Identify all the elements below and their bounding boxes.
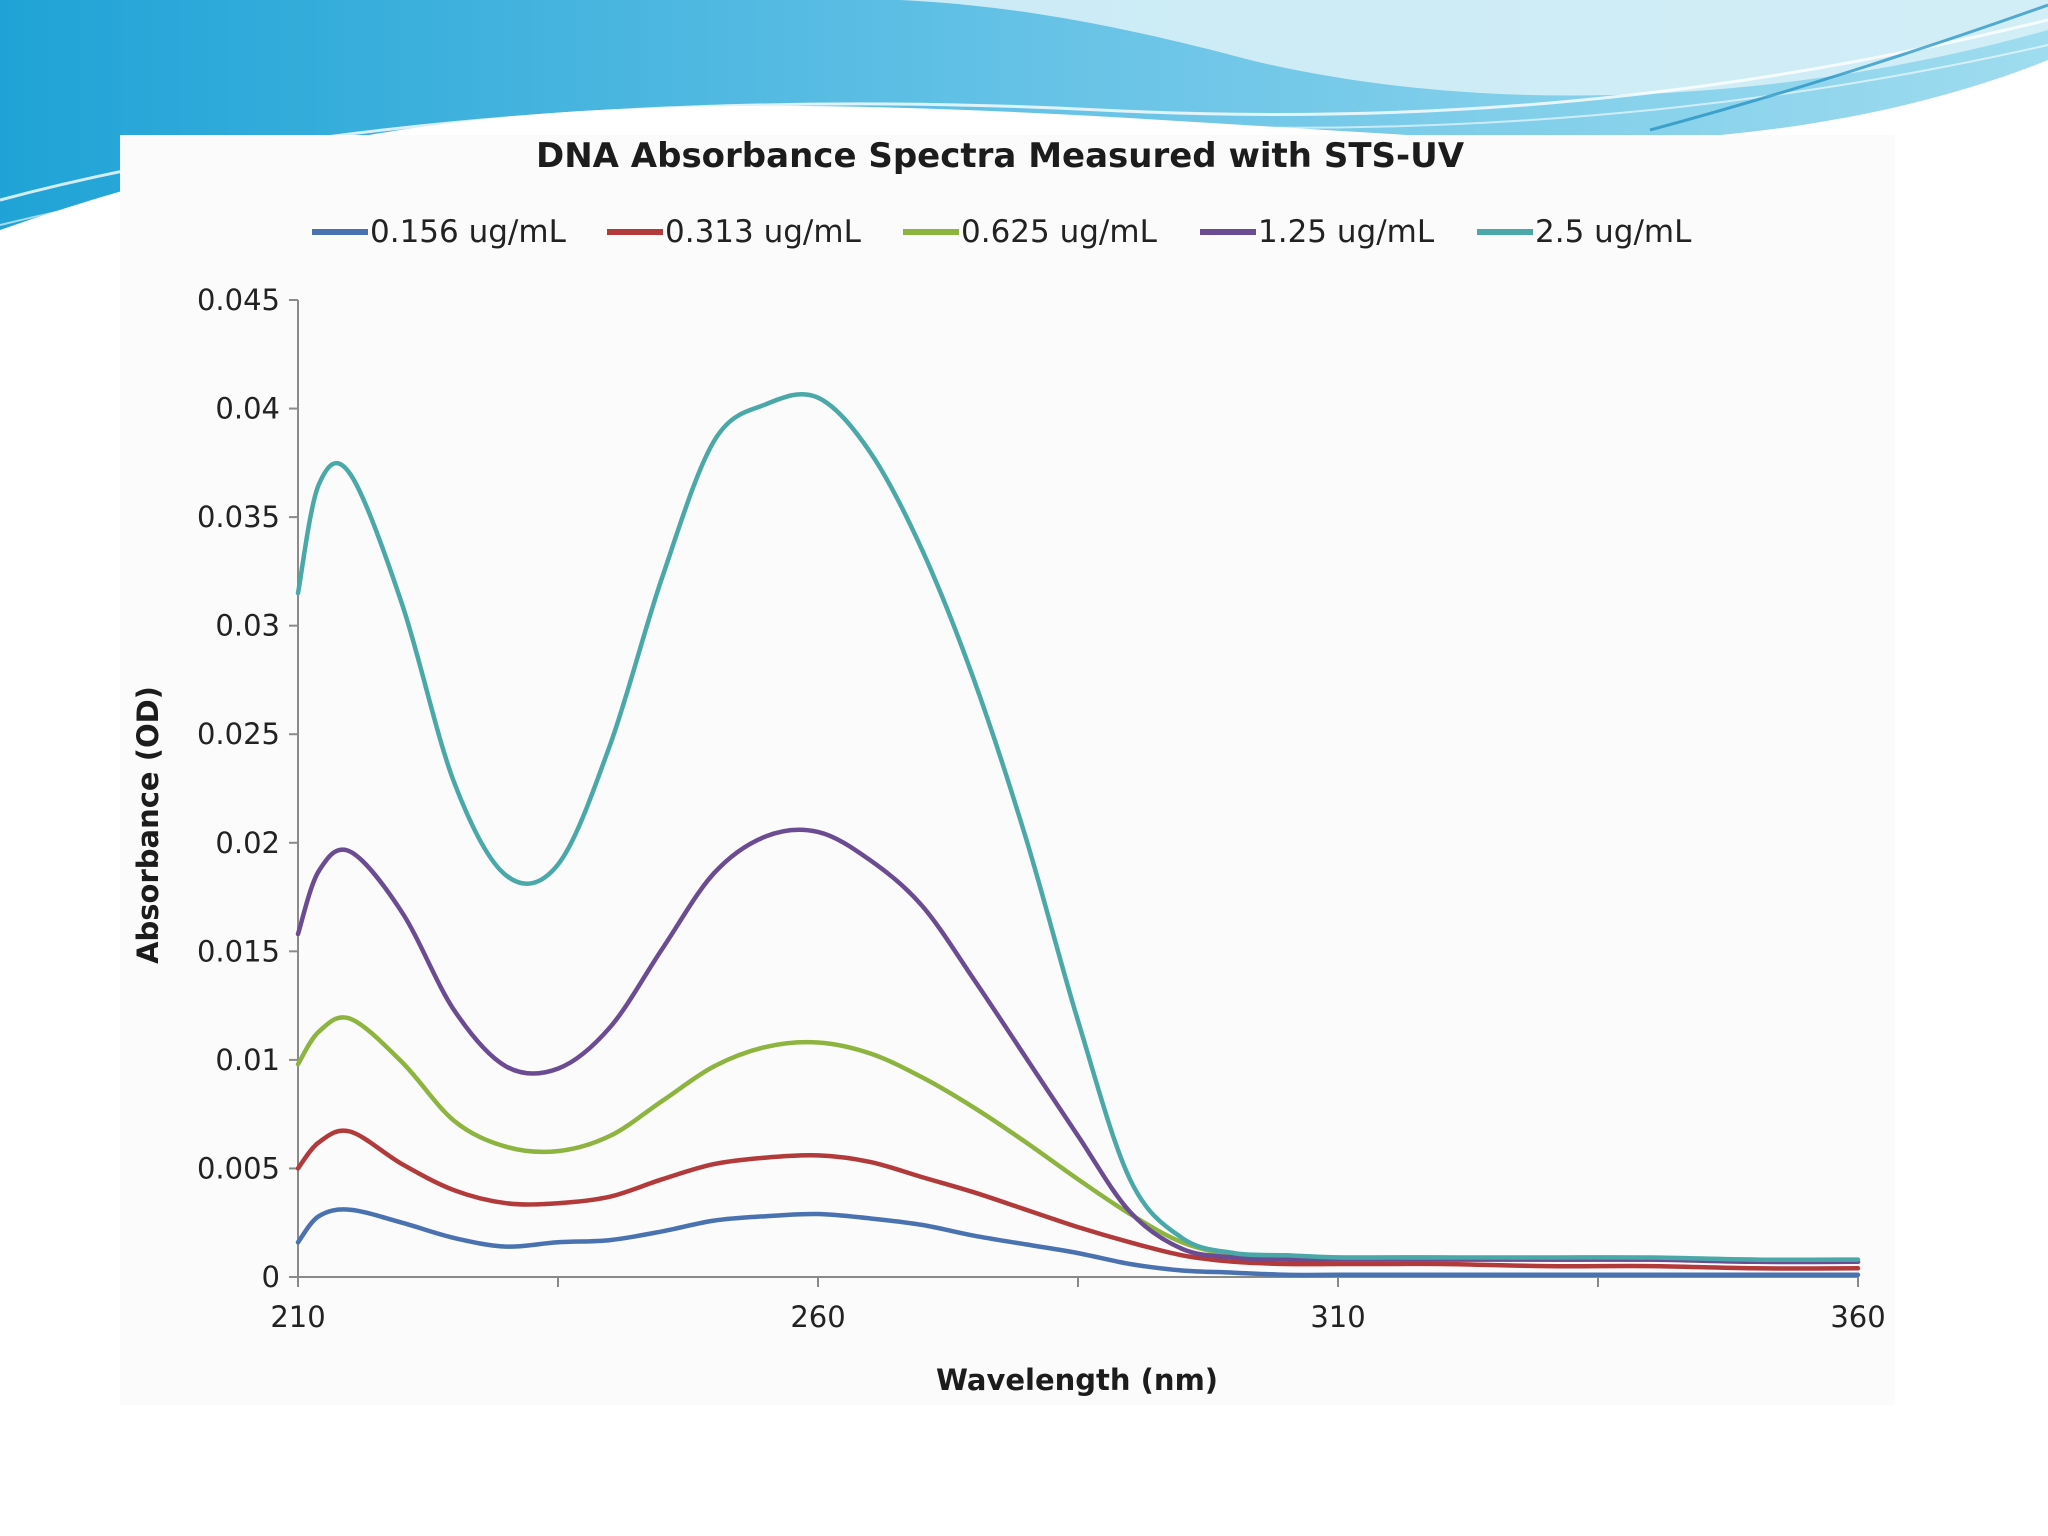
y-axis-title: Absorbance (OD)	[131, 686, 165, 964]
legend-label: 1.25 ug/mL	[1258, 214, 1435, 250]
x-tick-label: 360	[1830, 1300, 1885, 1334]
y-tick-label: 0.01	[215, 1043, 280, 1077]
legend: 0.156 ug/mL 0.313 ug/mL 0.625 ug/mL 1.25 ug…	[312, 214, 1692, 250]
legend-label: 0.625 ug/mL	[961, 214, 1158, 250]
legend-label: 2.5 ug/mL	[1535, 214, 1692, 250]
y-tick-label: 0.005	[197, 1151, 280, 1185]
y-tick-label: 0.04	[215, 392, 280, 426]
chart: DNA Absorbance Spectra Measured with STS…	[131, 136, 1886, 1397]
series-line-4	[295, 827, 1861, 1265]
x-tick-label: 210	[270, 1300, 325, 1334]
series-lines	[295, 392, 1861, 1278]
wave-line-3	[1649, 3, 2048, 132]
legend-label: 0.313 ug/mL	[665, 214, 862, 250]
legend-label: 0.156 ug/mL	[370, 214, 567, 250]
y-tick-label: 0.045	[197, 283, 280, 317]
legend-item: 2.5 ug/mL	[1477, 214, 1692, 250]
series-line-5	[295, 392, 1861, 1263]
chart-title: DNA Absorbance Spectra Measured with STS…	[536, 136, 1465, 176]
y-tick-label: 0.025	[197, 717, 280, 751]
x-tick-label: 310	[1310, 1300, 1365, 1334]
x-axis: 210 260 310 360	[270, 1276, 1886, 1334]
chart-panel: DNA Absorbance Spectra Measured with STS…	[120, 135, 1895, 1405]
wave-band-light	[900, 0, 2048, 96]
legend-item: 0.156 ug/mL	[312, 214, 567, 250]
y-tick-label: 0.03	[215, 609, 280, 643]
y-tick-label: 0	[262, 1260, 280, 1294]
legend-item: 0.313 ug/mL	[607, 214, 862, 250]
legend-item: 1.25 ug/mL	[1200, 214, 1435, 250]
series-line-1	[295, 1207, 1861, 1278]
x-axis-title: Wavelength (nm)	[936, 1363, 1218, 1397]
y-tick-label: 0.035	[197, 500, 280, 534]
y-axis: 0 0.005 0.01 0.015 0.02 0.025 0.03 0.035 0.04 0.0…	[197, 283, 299, 1294]
x-tick-label: 260	[790, 1300, 845, 1334]
series-line-2	[295, 1128, 1861, 1271]
y-tick-label: 0.015	[197, 934, 280, 968]
y-tick-label: 0.02	[215, 826, 280, 860]
legend-item: 0.625 ug/mL	[903, 214, 1158, 250]
